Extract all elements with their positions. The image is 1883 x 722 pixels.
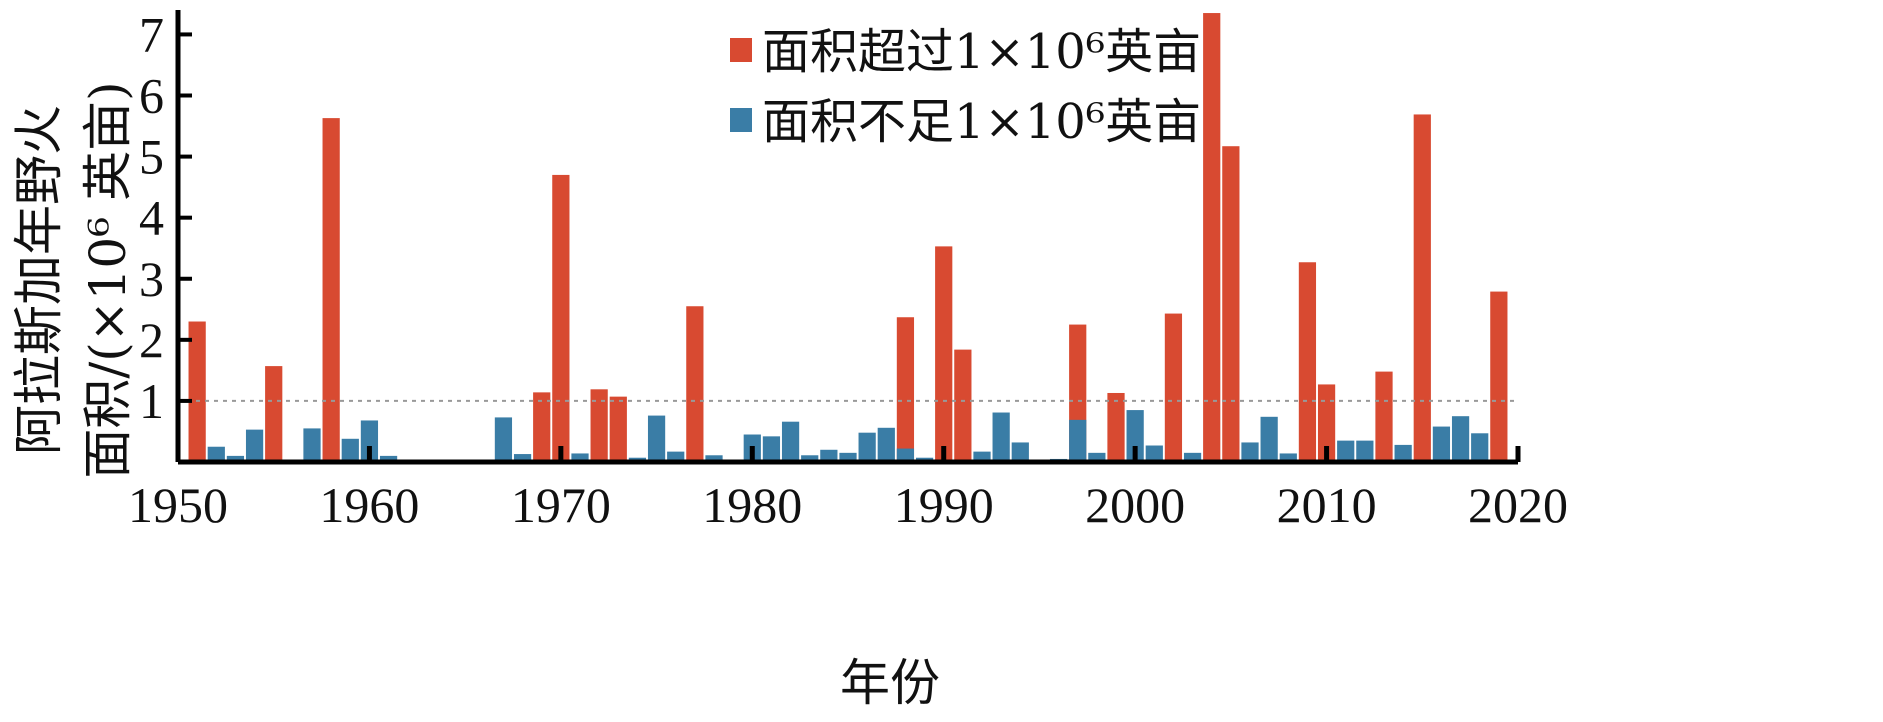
y-tick-label-3: 3 [139,251,164,307]
legend-swatch-over [730,38,752,62]
y-tick-label-6: 6 [139,68,164,124]
bar-under-1960 [360,420,379,462]
bar-over-2010 [1317,384,1336,462]
bar-under-1961 [379,455,398,462]
bar-under-1988 [896,448,915,462]
bar-over-2015 [1413,114,1431,462]
x-tick-label-2000: 2000 [1085,477,1185,533]
bar-under-2014 [1394,444,1412,462]
bar-under-1986 [858,432,876,462]
y-tick-label-7: 7 [139,6,164,62]
bar-over-1973 [609,396,627,462]
bar-under-1976 [667,451,685,462]
bar-over-1991 [954,349,972,462]
bar-under-1952 [207,446,225,462]
x-tick-label-1990: 1990 [894,477,994,533]
bar-under-1981 [762,436,781,462]
legend-swatch-under [730,108,752,132]
bar-over-1990 [935,246,953,462]
bar-under-1985 [839,452,857,462]
bar-under-1975 [647,415,666,462]
bar-under-1959 [341,438,359,462]
y-tick-label-1: 1 [139,373,164,429]
bar-under-2008 [1279,453,1297,462]
bar-under-2017 [1451,416,1470,462]
x-tick-label-2020: 2020 [1468,477,1568,533]
bars-layer [188,13,1508,463]
bar-under-2018 [1471,433,1489,462]
bar-under-1967 [494,417,513,462]
bar-under-1987 [877,427,895,462]
bar-over-1969 [533,392,551,462]
legend-label-over: 面积超过1×10⁶英亩 [762,24,1201,80]
y-axis-title-line1: 阿拉斯加年野火 [10,105,68,455]
bar-under-1982 [781,421,800,462]
bar-under-2001 [1145,445,1163,462]
bar-under-1984 [820,449,838,462]
bar-over-2002 [1164,313,1183,462]
legend-label-under: 面积不足1×10⁶英亩 [762,94,1201,150]
y-tick-label-5: 5 [139,129,164,185]
bar-over-1951 [188,321,206,462]
bar-under-1957 [303,428,321,462]
y-tick-label-2: 2 [139,312,164,368]
bar-under-2006 [1241,442,1259,462]
bar-under-1997 [1069,419,1087,462]
bar-over-2005 [1222,146,1240,462]
bar-over-2013 [1375,371,1393,462]
bar-under-1998 [1088,452,1106,462]
x-axis-title: 年份 [840,654,940,712]
bar-under-1971 [571,453,589,462]
bar-under-1953 [226,455,245,462]
y-tick-label-4: 4 [139,190,164,246]
bar-under-2000 [1126,410,1144,462]
bar-under-1993 [992,412,1010,462]
bar-under-2007 [1260,416,1278,462]
bar-over-1999 [1107,392,1125,462]
bar-under-2003 [1183,452,1202,462]
bar-over-2004 [1203,13,1221,463]
bar-over-2009 [1298,262,1317,462]
bar-over-1977 [686,306,704,462]
bar-over-1955 [265,366,283,462]
bar-over-1972 [590,389,608,462]
bar-under-1954 [245,429,264,462]
bar-under-2011 [1337,440,1355,462]
bar-over-1970 [552,174,570,463]
bar-over-1988 [896,317,915,462]
bar-under-1978 [705,455,723,462]
x-tick-label-1960: 1960 [319,477,419,533]
x-tick-label-2010: 2010 [1277,477,1377,533]
bar-under-2012 [1356,440,1374,462]
bar-over-2019 [1490,291,1508,462]
x-tick-label-1980: 1980 [702,477,802,533]
bar-under-1968 [513,454,532,462]
bar-under-1992 [973,451,991,462]
x-tick-label-1970: 1970 [511,477,611,533]
bar-over-1958 [322,118,340,463]
bar-under-1994 [1011,442,1029,462]
bar-under-2016 [1432,426,1451,462]
x-tick-label-1950: 1950 [128,477,228,533]
y-axis-title-line2: 面积/(×10⁶ 英亩) [79,81,137,478]
bar-under-1983 [801,455,819,462]
